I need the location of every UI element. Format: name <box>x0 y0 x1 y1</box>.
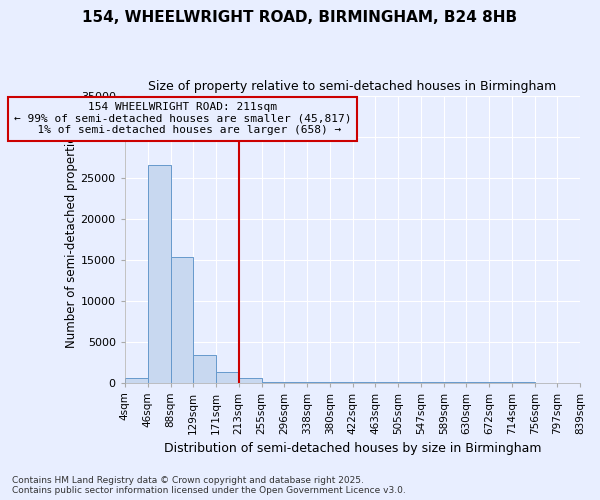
Y-axis label: Number of semi-detached properties: Number of semi-detached properties <box>65 130 78 348</box>
Text: 154 WHEELWRIGHT ROAD: 211sqm
← 99% of semi-detached houses are smaller (45,817)
: 154 WHEELWRIGHT ROAD: 211sqm ← 99% of se… <box>14 102 351 136</box>
Bar <box>170 257 193 382</box>
Bar <box>193 356 216 382</box>
Bar <box>125 378 148 382</box>
Bar <box>239 378 262 382</box>
Bar <box>148 165 170 382</box>
Bar <box>216 372 239 382</box>
Text: Contains HM Land Registry data © Crown copyright and database right 2025.
Contai: Contains HM Land Registry data © Crown c… <box>12 476 406 495</box>
Text: 154, WHEELWRIGHT ROAD, BIRMINGHAM, B24 8HB: 154, WHEELWRIGHT ROAD, BIRMINGHAM, B24 8… <box>82 10 518 25</box>
X-axis label: Distribution of semi-detached houses by size in Birmingham: Distribution of semi-detached houses by … <box>164 442 541 455</box>
Title: Size of property relative to semi-detached houses in Birmingham: Size of property relative to semi-detach… <box>148 80 556 93</box>
